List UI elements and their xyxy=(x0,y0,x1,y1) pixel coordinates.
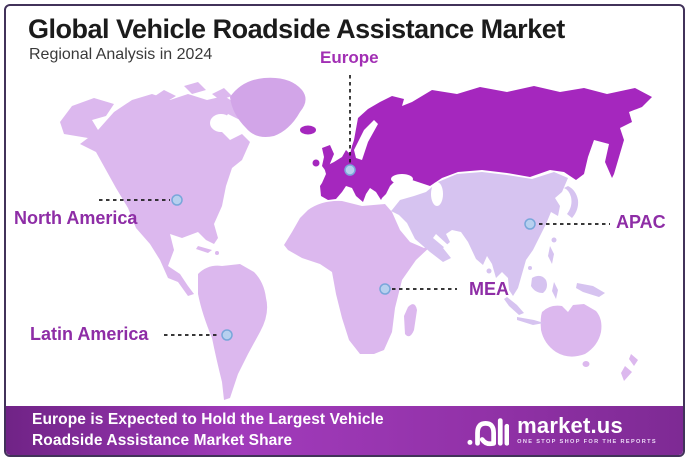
world-map xyxy=(60,75,652,400)
island-sri-lanka xyxy=(486,268,492,274)
island-iceland xyxy=(300,125,316,135)
brand-name: market.us xyxy=(517,413,623,439)
brand-words: market.us ONE STOP SHOP FOR THE REPORTS xyxy=(517,415,657,446)
footer-headline-line1: Europe is Expected to Hold the Largest V… xyxy=(32,410,384,428)
page-subtitle: Regional Analysis in 2024 xyxy=(29,46,213,63)
north-america-marker-dot xyxy=(171,194,183,206)
baltic-sea xyxy=(354,120,378,160)
apac-marker-dot xyxy=(524,218,536,230)
black-sea xyxy=(391,174,413,184)
footer-banner: Europe is Expected to Hold the Largest V… xyxy=(6,406,683,455)
island-new-guinea xyxy=(576,283,605,297)
islands-philippines xyxy=(548,246,554,264)
continent-north-america xyxy=(60,94,250,296)
island-hainan xyxy=(528,266,532,270)
region-europe-highlight xyxy=(300,86,652,202)
island-hispaniola xyxy=(215,251,219,255)
leader-lines xyxy=(99,75,610,336)
island-taiwan xyxy=(551,237,557,243)
region-label-north-america: North America xyxy=(14,208,138,228)
islands-new-zealand xyxy=(621,354,638,381)
region-label-apac: APAC xyxy=(616,212,666,232)
island-tasmania xyxy=(582,361,590,367)
sea-overlays xyxy=(210,114,448,248)
island-java xyxy=(517,317,544,325)
footer-headline-line2: Roadside Assistance Market Share xyxy=(32,431,293,449)
mea-marker-dot xyxy=(379,283,391,295)
island-greenland xyxy=(230,77,306,137)
continent-australia xyxy=(540,304,602,357)
light-continents xyxy=(60,82,638,400)
hudson-bay xyxy=(210,114,232,132)
market-us-logo-icon xyxy=(467,417,510,446)
brand-logo: market.us ONE STOP SHOP FOR THE REPORTS xyxy=(465,413,657,449)
latin-america-marker-dot xyxy=(221,329,233,341)
arctic-islands xyxy=(152,82,232,102)
island-sumatra xyxy=(504,297,524,315)
region-label-latin-america: Latin America xyxy=(30,324,149,344)
region-label-europe: Europe xyxy=(320,48,379,67)
region-markers xyxy=(171,164,536,341)
island-borneo xyxy=(531,275,547,293)
islands-japan xyxy=(564,186,579,218)
island-ireland xyxy=(312,159,320,167)
island-madagascar xyxy=(404,304,417,337)
europe-russia-mainland xyxy=(320,86,652,202)
island-sulawesi xyxy=(552,282,558,299)
infographic-frame: Global Vehicle Roadside Assistance Marke… xyxy=(4,4,685,457)
continent-africa xyxy=(284,200,432,354)
brand-tagline: ONE STOP SHOP FOR THE REPORTS xyxy=(517,439,657,446)
europe-marker-dot xyxy=(344,164,356,176)
page-title: Global Vehicle Roadside Assistance Marke… xyxy=(28,14,565,44)
continent-south-america xyxy=(198,264,268,400)
caspian-sea xyxy=(431,182,443,206)
region-label-mea: MEA xyxy=(469,279,509,299)
persian-gulf xyxy=(433,234,448,248)
footer-headline: Europe is Expected to Hold the Largest V… xyxy=(32,410,384,452)
islands-british-isles xyxy=(322,145,335,174)
island-cuba xyxy=(196,246,212,253)
